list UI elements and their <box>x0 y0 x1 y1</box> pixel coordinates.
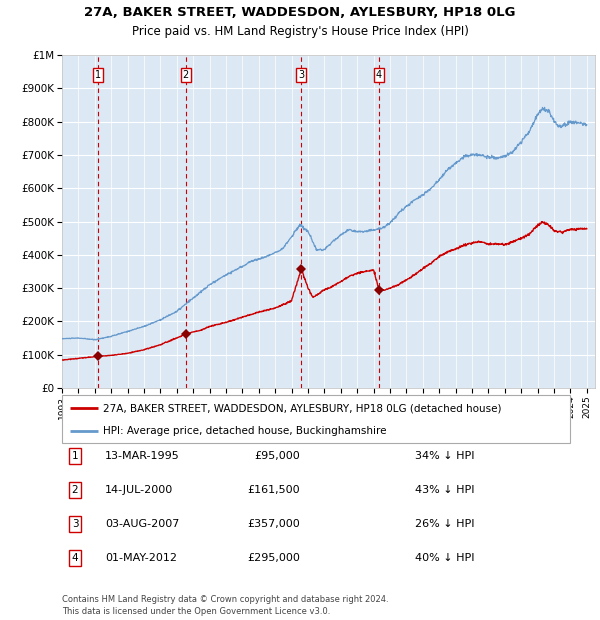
Text: 27A, BAKER STREET, WADDESDON, AYLESBURY, HP18 0LG: 27A, BAKER STREET, WADDESDON, AYLESBURY,… <box>84 6 516 19</box>
Text: £357,000: £357,000 <box>247 519 300 529</box>
Text: 26% ↓ HPI: 26% ↓ HPI <box>415 519 475 529</box>
Text: £295,000: £295,000 <box>247 553 300 563</box>
Text: 01-MAY-2012: 01-MAY-2012 <box>105 553 177 563</box>
Text: £95,000: £95,000 <box>254 451 300 461</box>
Text: 1: 1 <box>71 451 79 461</box>
Text: 1: 1 <box>95 70 101 80</box>
Text: 2: 2 <box>182 70 189 80</box>
Text: Price paid vs. HM Land Registry's House Price Index (HPI): Price paid vs. HM Land Registry's House … <box>131 25 469 38</box>
Text: 34% ↓ HPI: 34% ↓ HPI <box>415 451 475 461</box>
Text: 03-AUG-2007: 03-AUG-2007 <box>105 519 179 529</box>
Text: 4: 4 <box>71 553 79 563</box>
Text: Contains HM Land Registry data © Crown copyright and database right 2024.: Contains HM Land Registry data © Crown c… <box>62 595 389 604</box>
Text: 3: 3 <box>71 519 79 529</box>
FancyBboxPatch shape <box>62 395 570 443</box>
Text: 4: 4 <box>376 70 382 80</box>
Text: 14-JUL-2000: 14-JUL-2000 <box>105 485 173 495</box>
Text: 13-MAR-1995: 13-MAR-1995 <box>105 451 180 461</box>
Text: £161,500: £161,500 <box>247 485 300 495</box>
Text: 3: 3 <box>298 70 304 80</box>
Text: 43% ↓ HPI: 43% ↓ HPI <box>415 485 475 495</box>
Text: 27A, BAKER STREET, WADDESDON, AYLESBURY, HP18 0LG (detached house): 27A, BAKER STREET, WADDESDON, AYLESBURY,… <box>103 404 501 414</box>
Text: 40% ↓ HPI: 40% ↓ HPI <box>415 553 475 563</box>
Text: 2: 2 <box>71 485 79 495</box>
Text: This data is licensed under the Open Government Licence v3.0.: This data is licensed under the Open Gov… <box>62 608 331 616</box>
Text: HPI: Average price, detached house, Buckinghamshire: HPI: Average price, detached house, Buck… <box>103 426 386 436</box>
